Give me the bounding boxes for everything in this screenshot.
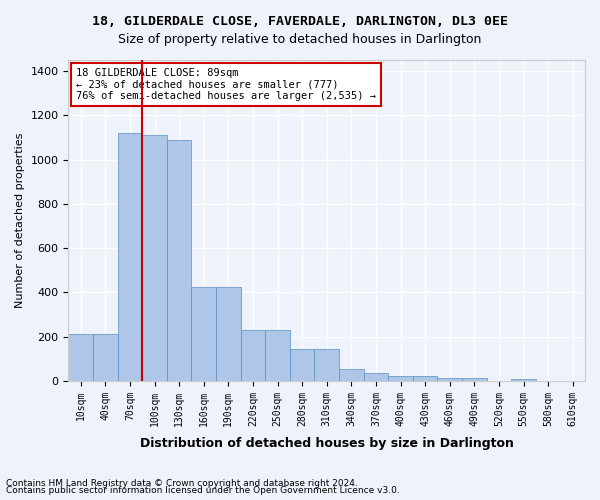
Bar <box>142 135 167 381</box>
Bar <box>462 378 487 381</box>
Bar <box>364 372 388 381</box>
Text: Contains HM Land Registry data © Crown copyright and database right 2024.: Contains HM Land Registry data © Crown c… <box>6 478 358 488</box>
Bar <box>339 368 364 381</box>
Y-axis label: Number of detached properties: Number of detached properties <box>15 133 25 308</box>
Text: 18, GILDERDALE CLOSE, FAVERDALE, DARLINGTON, DL3 0EE: 18, GILDERDALE CLOSE, FAVERDALE, DARLING… <box>92 15 508 28</box>
Bar <box>241 330 265 381</box>
Bar <box>290 349 314 381</box>
Text: Size of property relative to detached houses in Darlington: Size of property relative to detached ho… <box>118 32 482 46</box>
Bar <box>437 378 462 381</box>
Bar <box>191 287 216 381</box>
Bar <box>265 330 290 381</box>
Bar <box>216 287 241 381</box>
Text: 18 GILDERDALE CLOSE: 89sqm
← 23% of detached houses are smaller (777)
76% of sem: 18 GILDERDALE CLOSE: 89sqm ← 23% of deta… <box>76 68 376 101</box>
Bar <box>68 334 93 381</box>
Bar <box>314 349 339 381</box>
Bar <box>511 378 536 381</box>
Bar <box>93 334 118 381</box>
Bar <box>388 376 413 381</box>
Bar <box>118 133 142 381</box>
X-axis label: Distribution of detached houses by size in Darlington: Distribution of detached houses by size … <box>140 437 514 450</box>
Text: Contains public sector information licensed under the Open Government Licence v3: Contains public sector information licen… <box>6 486 400 495</box>
Bar <box>413 376 437 381</box>
Bar <box>167 140 191 381</box>
